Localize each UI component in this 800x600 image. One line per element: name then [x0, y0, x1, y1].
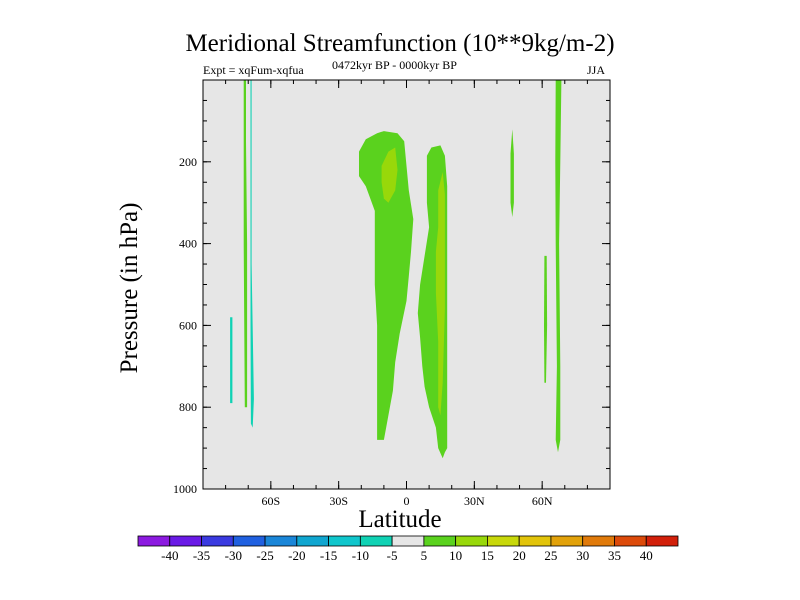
colorbar-label: 35 — [608, 548, 621, 563]
x-tick-label: 0 — [404, 494, 410, 508]
x-tick-label: 30N — [464, 494, 485, 508]
colorbar-label: 20 — [513, 548, 526, 563]
y-tick-label: 400 — [179, 237, 197, 251]
colorbar-box — [296, 535, 329, 547]
contour-region-sh-70s-green-strip — [243, 80, 248, 408]
colorbar-label: 10 — [449, 548, 462, 563]
colorbar-label: 30 — [576, 548, 589, 563]
colorbar-box — [614, 535, 647, 547]
colorbar-box — [391, 535, 425, 547]
colorbar-box — [455, 535, 488, 547]
contour-region-tropical-south-green — [359, 131, 414, 440]
colorbar-box — [582, 535, 615, 547]
colorbar-label: 40 — [640, 548, 653, 563]
colorbar-label: -30 — [225, 548, 242, 563]
colorbar-label: 5 — [421, 548, 428, 563]
contour-region-tropical-south-yellow — [381, 147, 398, 203]
period-label: 0472kyr BP - 0000kyr BP — [332, 58, 457, 72]
colorbar-label: -25 — [256, 548, 273, 563]
colorbar-box — [550, 535, 584, 547]
contour-region-nh-67n-green — [555, 80, 562, 453]
y-tick-label: 600 — [179, 318, 197, 332]
colorbar-box — [423, 535, 457, 547]
colorbar-box — [518, 535, 552, 547]
colorbar-box — [487, 535, 520, 547]
colorbar-box — [645, 535, 679, 547]
colorbar-label: -15 — [320, 548, 337, 563]
colorbar-box — [264, 535, 298, 547]
x-tick-label: 60N — [532, 494, 553, 508]
colorbar-label: -35 — [193, 548, 210, 563]
colorbar-box — [201, 535, 234, 547]
colorbar-box — [137, 535, 171, 547]
colorbar-box — [232, 535, 266, 547]
colorbar-label: 25 — [544, 548, 557, 563]
chart-title: Meridional Streamfunction (10**9kg/m-2) — [185, 30, 615, 57]
colorbar-label: -20 — [288, 548, 305, 563]
y-tick-label: 200 — [179, 155, 197, 169]
contour-region-sh-polar-cyan — [230, 317, 233, 404]
contour-region-nh-45n-green — [510, 129, 514, 217]
y-tick-label: 1000 — [173, 482, 197, 496]
x-axis-label: Latitude — [358, 506, 442, 533]
x-tick-label: 60S — [261, 494, 280, 508]
colorbar-box — [169, 535, 202, 547]
colorbar-box — [359, 535, 393, 547]
x-tick-label: 30S — [329, 494, 348, 508]
contour-region-sh-68s-cyan-strip — [250, 80, 254, 428]
season-label: JJA — [587, 63, 606, 77]
colorbar-box — [328, 535, 361, 547]
colorbar-label: -40 — [161, 548, 178, 563]
contour-region-nh-60n-green-thin — [544, 255, 548, 383]
experiment-label: Expt = xqFum-xqfua — [203, 63, 304, 77]
colorbar-label: -10 — [352, 548, 369, 563]
contour-region-tropical-north-yellow — [435, 172, 445, 416]
y-tick-label: 800 — [179, 400, 197, 414]
colorbar-label: -5 — [387, 548, 398, 563]
colorbar-label: 15 — [481, 548, 494, 563]
